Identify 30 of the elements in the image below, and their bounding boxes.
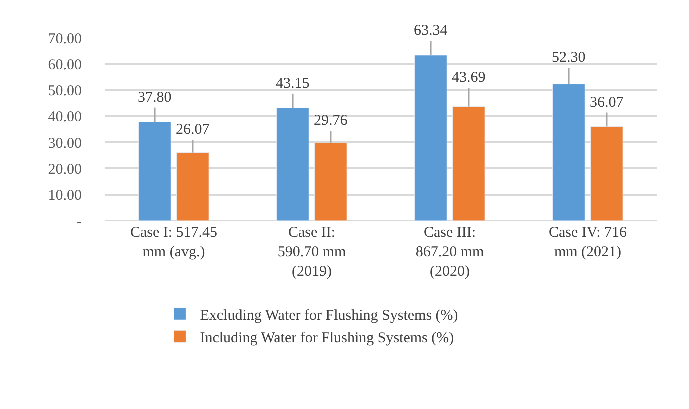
bar bbox=[552, 84, 586, 221]
y-tick-label: 70.00 bbox=[48, 31, 82, 48]
x-tick-label: Case IV: 716 mm (2021) bbox=[548, 225, 628, 260]
y-tick-label: 40.00 bbox=[48, 110, 82, 126]
data-label: 43.69 bbox=[452, 70, 486, 86]
bar bbox=[276, 108, 310, 221]
x-tick-label: Case III: 867.20 mm (2020) bbox=[416, 225, 484, 280]
y-tick-label: 60.00 bbox=[48, 57, 82, 74]
data-label: 63.34 bbox=[414, 23, 448, 39]
bar bbox=[452, 106, 486, 221]
y-tick-label: 30.00 bbox=[48, 136, 82, 152]
x-tick-label: Case I: 517.45 mm (avg.) bbox=[130, 225, 218, 260]
bar bbox=[414, 55, 448, 221]
bar bbox=[314, 142, 348, 221]
legend-label: Excluding Water for Flushing Systems (%) bbox=[200, 308, 458, 324]
data-label: 29.76 bbox=[314, 113, 348, 129]
bar bbox=[590, 126, 624, 221]
data-label: 26.07 bbox=[176, 122, 210, 138]
bar bbox=[138, 122, 172, 221]
x-tick-label: Case II: 590.70 mm (2019) bbox=[278, 225, 346, 280]
y-tick-label: 20.00 bbox=[48, 162, 82, 178]
data-label: 52.30 bbox=[552, 50, 586, 66]
data-label: 36.07 bbox=[590, 95, 624, 111]
y-tick-label: 50.00 bbox=[48, 84, 82, 100]
data-label: 37.80 bbox=[138, 90, 172, 106]
y-tick-label: - bbox=[77, 214, 82, 230]
bar bbox=[176, 152, 210, 221]
y-tick-label: 10.00 bbox=[48, 188, 82, 204]
legend-label: Including Water for Flushing Systems (%) bbox=[200, 330, 454, 346]
data-label: 43.15 bbox=[276, 76, 310, 92]
